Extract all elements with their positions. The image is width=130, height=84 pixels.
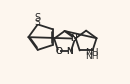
- Text: N: N: [66, 47, 73, 56]
- Bar: [36, 21, 39, 24]
- Text: S: S: [35, 13, 41, 23]
- Text: O: O: [56, 47, 62, 56]
- Bar: [68, 50, 71, 53]
- Bar: [72, 37, 75, 40]
- Text: S: S: [35, 18, 41, 27]
- Text: N: N: [70, 34, 77, 43]
- Text: NH: NH: [85, 52, 99, 61]
- Bar: [58, 50, 60, 53]
- Text: N: N: [70, 34, 77, 43]
- Text: O: O: [56, 47, 62, 56]
- Text: NH: NH: [85, 48, 99, 57]
- Text: N: N: [66, 47, 73, 56]
- Bar: [90, 51, 94, 54]
